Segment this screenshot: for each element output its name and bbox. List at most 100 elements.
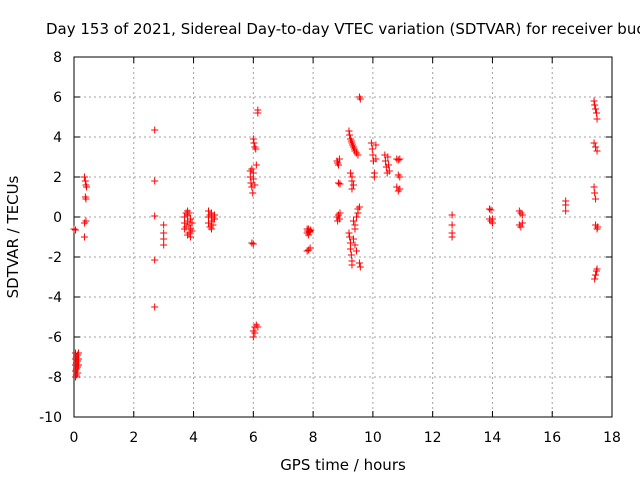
x-tick-label: 18 xyxy=(603,430,621,446)
data-point xyxy=(448,221,456,229)
data-point xyxy=(518,219,526,227)
data-point xyxy=(346,233,354,241)
data-point xyxy=(151,303,159,311)
data-point xyxy=(590,97,598,105)
data-point xyxy=(518,211,526,219)
data-point xyxy=(249,333,257,341)
plot-frame xyxy=(73,56,613,418)
chart-title: Day 153 of 2021, Sidereal Day-to-day VTE… xyxy=(46,20,640,38)
data-point xyxy=(591,189,599,197)
data-point xyxy=(80,173,88,181)
y-axis-title: SDTVAR / TECUs xyxy=(4,175,22,298)
data-point xyxy=(370,173,378,181)
data-point xyxy=(355,203,363,211)
data-point xyxy=(346,131,354,139)
data-point xyxy=(593,115,601,123)
data-point xyxy=(81,177,89,185)
data-point xyxy=(71,226,79,234)
data-point xyxy=(335,215,343,223)
data-point xyxy=(351,225,359,233)
data-point xyxy=(594,223,602,231)
data-point xyxy=(249,169,257,177)
data-point xyxy=(251,181,259,189)
data-point xyxy=(372,155,380,163)
data-point xyxy=(336,209,344,217)
data-point xyxy=(354,151,362,159)
data-point xyxy=(335,155,343,163)
data-point xyxy=(384,161,392,169)
data-point xyxy=(249,189,257,197)
y-tick-label: -10 xyxy=(39,410,62,426)
data-point xyxy=(306,244,314,252)
data-point xyxy=(356,263,364,271)
data-point xyxy=(348,185,356,193)
data-point xyxy=(74,361,82,369)
data-point xyxy=(335,179,343,187)
data-point xyxy=(210,215,218,223)
data-point xyxy=(254,323,262,331)
data-point xyxy=(248,239,256,247)
x-tick-label: 4 xyxy=(189,430,198,446)
data-point xyxy=(590,183,598,191)
y-tick-label: -2 xyxy=(48,250,62,266)
data-point xyxy=(249,175,257,183)
data-point xyxy=(562,207,570,215)
data-point xyxy=(306,227,314,235)
x-tick-label: 6 xyxy=(249,430,258,446)
data-point xyxy=(592,109,600,117)
data-point xyxy=(591,275,599,283)
data-point xyxy=(82,195,90,203)
axis-ticks: 0 2 4 6 8 10 12 14 16 18 -10 -8 -6 -4 -2 0 2 4 6 8 xyxy=(39,50,621,446)
y-tick-label: 0 xyxy=(53,210,62,226)
data-point xyxy=(381,157,389,165)
data-point xyxy=(593,265,601,273)
data-point xyxy=(349,181,357,189)
data-point xyxy=(335,161,343,169)
data-point xyxy=(394,156,402,164)
data-point xyxy=(592,271,600,279)
data-point xyxy=(305,231,313,239)
data-point xyxy=(345,229,353,237)
data-point xyxy=(349,217,357,225)
data-point xyxy=(367,139,375,147)
data-point xyxy=(346,245,354,253)
data-point xyxy=(562,201,570,209)
data-point xyxy=(151,212,159,220)
data-point xyxy=(187,215,195,223)
data-point xyxy=(593,147,601,155)
data-point xyxy=(160,241,168,249)
data-point xyxy=(74,369,82,377)
grid xyxy=(74,57,612,417)
data-point xyxy=(249,135,257,143)
data-point xyxy=(252,145,260,153)
x-tick-label: 2 xyxy=(129,430,138,446)
data-point xyxy=(348,261,356,269)
data-point xyxy=(74,349,82,357)
x-tick-label: 16 xyxy=(543,430,561,446)
data-point xyxy=(248,165,256,173)
data-point xyxy=(207,225,215,233)
data-point xyxy=(448,211,456,219)
y-tick-label: -4 xyxy=(48,290,62,306)
data-point xyxy=(249,240,257,248)
data-point xyxy=(252,161,260,169)
data-point xyxy=(187,233,195,241)
data-point xyxy=(487,206,495,214)
y-tick-label: -6 xyxy=(48,330,62,346)
data-point xyxy=(151,126,159,134)
data-point xyxy=(396,173,404,181)
data-point xyxy=(352,247,360,255)
data-point xyxy=(151,256,159,264)
y-tick-label: 6 xyxy=(53,90,62,106)
data-point xyxy=(74,355,82,363)
data-point xyxy=(372,141,380,149)
data-point xyxy=(160,221,168,229)
x-tick-label: 12 xyxy=(424,430,442,446)
data-point xyxy=(160,235,168,243)
data-point xyxy=(485,205,493,213)
data-point xyxy=(254,106,262,114)
y-tick-label: 4 xyxy=(53,130,62,146)
data-point xyxy=(307,226,315,234)
data-point xyxy=(251,329,259,337)
data-point xyxy=(349,235,357,243)
